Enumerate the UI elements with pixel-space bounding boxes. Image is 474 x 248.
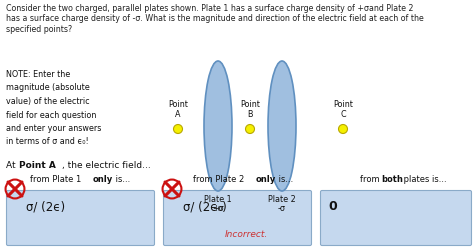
Text: NOTE: Enter the: NOTE: Enter the [6, 70, 70, 79]
Text: Point A: Point A [19, 161, 56, 170]
Text: , the electric field...: , the electric field... [62, 161, 151, 170]
FancyBboxPatch shape [164, 190, 311, 246]
Text: from Plate 2: from Plate 2 [193, 175, 247, 184]
Text: field for each question: field for each question [6, 111, 96, 120]
Text: in terms of σ and ϵ₀!: in terms of σ and ϵ₀! [6, 137, 89, 147]
Text: Plate 2: Plate 2 [268, 195, 296, 204]
Text: Point
C: Point C [333, 100, 353, 119]
Text: is...: is... [113, 175, 130, 184]
Text: both: both [381, 175, 403, 184]
Ellipse shape [268, 61, 296, 191]
Ellipse shape [204, 61, 232, 191]
Text: only: only [256, 175, 276, 184]
Text: σ/ (2ϵ): σ/ (2ϵ) [26, 200, 65, 213]
Text: only: only [93, 175, 113, 184]
Text: Plate 1: Plate 1 [204, 195, 232, 204]
Text: value) of the electric: value) of the electric [6, 97, 90, 106]
Circle shape [246, 124, 255, 133]
FancyBboxPatch shape [320, 190, 472, 246]
Text: Incorrect.: Incorrect. [225, 230, 268, 239]
Text: plates is...: plates is... [401, 175, 447, 184]
FancyBboxPatch shape [7, 190, 155, 246]
Text: -σ: -σ [278, 204, 286, 213]
Text: from Plate 1: from Plate 1 [30, 175, 84, 184]
Text: Consider the two charged, parallel plates shown. Plate 1 has a surface charge de: Consider the two charged, parallel plate… [6, 4, 424, 34]
Text: is...: is... [276, 175, 293, 184]
Text: σ/ (2ϵ₀): σ/ (2ϵ₀) [183, 200, 227, 213]
Text: 0: 0 [328, 200, 337, 213]
Text: At: At [6, 161, 18, 170]
Text: from: from [360, 175, 382, 184]
Text: Point
A: Point A [168, 100, 188, 119]
Text: and enter your answers: and enter your answers [6, 124, 101, 133]
Text: Point
B: Point B [240, 100, 260, 119]
Text: +σ: +σ [212, 204, 224, 213]
Circle shape [338, 124, 347, 133]
Circle shape [173, 124, 182, 133]
Text: magnitude (absolute: magnitude (absolute [6, 84, 90, 93]
